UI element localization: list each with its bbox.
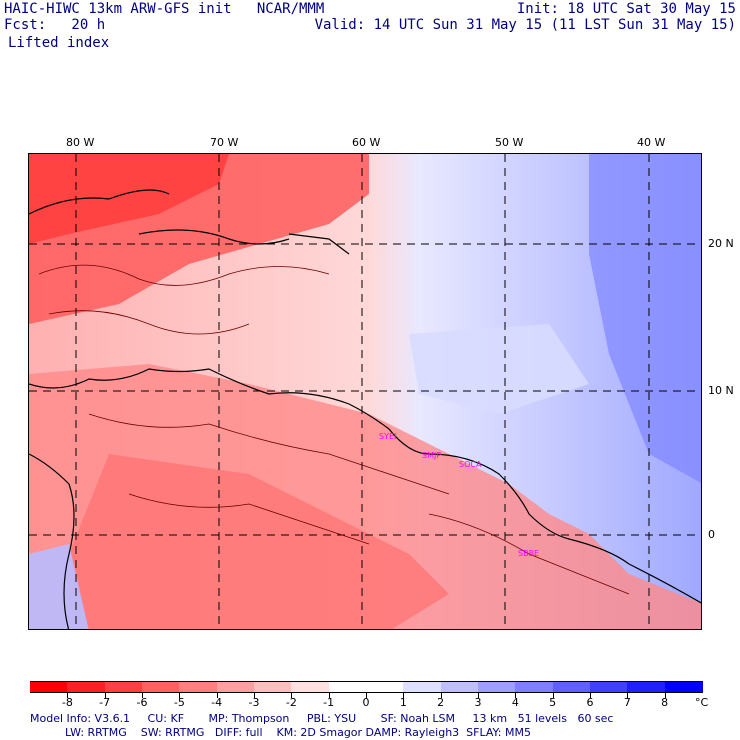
colorbar-tick-label: -1 <box>323 696 335 709</box>
map-canvas <box>29 154 701 629</box>
colorbar-tick <box>67 693 69 698</box>
colorbar-swatch <box>179 681 218 693</box>
lat-label-10n: 10 N <box>708 384 734 397</box>
station-label-sbbe: SBBE <box>518 549 540 558</box>
colorbar-tick <box>328 693 330 698</box>
colorbar-swatch <box>515 681 554 693</box>
lon-label-50w: 50 W <box>495 136 524 149</box>
colorbar-swatch <box>291 681 330 693</box>
valid-time: Valid: 14 UTC Sun 31 May 15 (11 LST Sun … <box>314 17 736 33</box>
colorbar-tick <box>254 693 255 698</box>
colorbar-tick <box>552 693 554 698</box>
colorbar-swatch <box>478 681 516 693</box>
colorbar-tick <box>478 693 479 698</box>
deep-red-field <box>29 154 229 244</box>
colorbar-tick-label: 7 <box>623 696 631 709</box>
colorbar-tick <box>403 693 405 698</box>
colorbar-swatch <box>440 681 479 693</box>
colorbar-swatch <box>216 681 255 693</box>
colorbar-swatch <box>403 681 442 693</box>
red-field-interior <box>69 454 449 629</box>
field-name: Lifted index <box>8 35 110 51</box>
colorbar-tick <box>216 693 218 698</box>
colorbar-tick-label: 2 <box>437 696 445 709</box>
graticule <box>29 154 701 629</box>
colorbar-tick-label: -8 <box>61 696 73 709</box>
colorbar-tick-label: 8 <box>661 696 669 709</box>
station-label-soca: SOCA <box>459 460 482 469</box>
blue-field-pacific <box>29 544 89 629</box>
colorbar-tick <box>291 693 293 698</box>
forecast-hour: Fcst: 20 h <box>4 17 106 33</box>
colorbar-swatch <box>590 681 628 693</box>
colorbar-swatch <box>328 681 367 693</box>
init-time: Init: 18 UTC Sat 30 May 15 <box>516 1 736 17</box>
colorbar-swatch <box>67 681 106 693</box>
lon-label-60w: 60 W <box>352 136 381 149</box>
colorbar-tick <box>440 693 442 698</box>
model-info-line1: Model Info: V3.6.1 CU: KF MP: Thompson P… <box>30 712 614 725</box>
colorbar-tick-label: 6 <box>586 696 594 709</box>
colorbar-swatch <box>254 681 292 693</box>
lon-label-80w: 80 W <box>66 136 95 149</box>
station-label-syei: SYEI <box>379 432 397 441</box>
colorbar-tick <box>179 693 181 698</box>
colorbar-swatch <box>627 681 666 693</box>
colorbar-tick-label: -4 <box>211 696 223 709</box>
colorbar-tick-label: -6 <box>136 696 148 709</box>
colorbar-tick-label: 1 <box>399 696 407 709</box>
colorbar-tick <box>142 693 143 698</box>
station-label-smjp: SMJP <box>422 451 442 460</box>
colorbar-tick <box>590 693 591 698</box>
blue-field-east <box>589 154 701 483</box>
colorbar-tick-label: -3 <box>248 696 260 709</box>
colorbar-tick <box>104 693 106 698</box>
colorbar-tick <box>515 693 517 698</box>
lat-label-20n: 20 N <box>708 237 734 250</box>
colorbar-swatch <box>30 681 68 693</box>
coastlines <box>29 189 701 629</box>
colorbar-tick-label: -5 <box>173 696 185 709</box>
colorbar-tick <box>664 693 666 698</box>
colorbar-swatch <box>552 681 591 693</box>
lon-label-40w: 40 W <box>637 136 666 149</box>
colorbar-swatch <box>664 681 703 693</box>
colorbar-tick-label: -7 <box>99 696 111 709</box>
colorbar-tick-label: 5 <box>549 696 557 709</box>
lat-label-0: 0 <box>708 528 715 541</box>
colorbar-tick-label: 3 <box>474 696 482 709</box>
lon-label-70w: 70 W <box>210 136 239 149</box>
model-title: HAIC-HIWC 13km ARW-GFS init NCAR/MMM <box>4 1 325 17</box>
colorbar-tick <box>366 693 367 698</box>
colorbar-swatch <box>366 681 404 693</box>
colorbar-tick-label: 0 <box>362 696 370 709</box>
colorbar-swatch <box>104 681 143 693</box>
colorbar-swatch <box>142 681 180 693</box>
colorbar-unit: °C <box>695 696 709 709</box>
colorbar-tick <box>627 693 629 698</box>
lifted-index-map <box>28 153 702 630</box>
colorbar-tick-label: -2 <box>285 696 297 709</box>
colorbar-tick-label: 4 <box>511 696 519 709</box>
model-info-line2: LW: RRTMG SW: RRTMG DIFF: full KM: 2D Sm… <box>30 726 531 739</box>
contours <box>38 264 630 595</box>
